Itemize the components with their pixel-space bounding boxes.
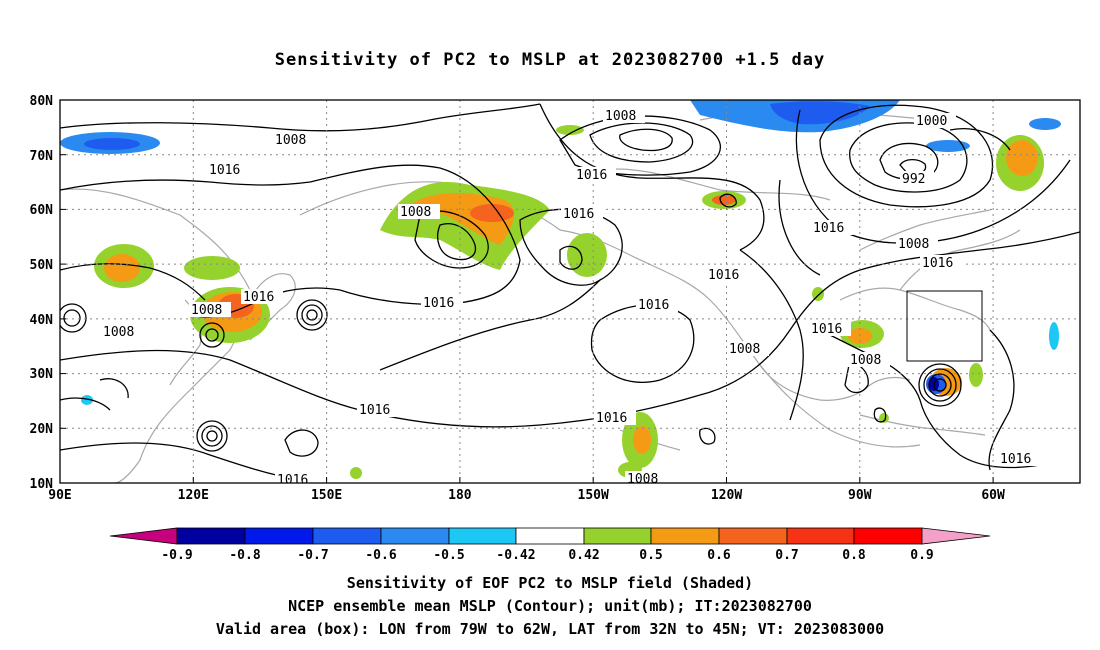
contour-label: 1008 [191,303,222,318]
contour-label: 992 [902,172,925,187]
colorbar-label: 0.9 [910,548,933,563]
colorbar-label: 0.7 [775,548,798,563]
lat-tick-label: 80N [30,94,54,109]
lon-tick-label: 90W [848,488,872,503]
colorbar-swatch [786,527,855,545]
graticule [60,100,1080,483]
contour-label: 1016 [1000,452,1031,467]
lat-tick-label: 50N [30,258,54,273]
contour-label: 1000 [916,114,947,129]
lat-tick-label: 30N [30,367,54,382]
lon-tick-label: 120W [711,488,742,503]
colorbar-label: 0.8 [842,548,866,563]
longitude-labels: 90E 120E 150E 180 150W 120W 90W 60W [48,488,1005,503]
colorbar-arrow-right [921,527,991,545]
lon-tick-label: 180 [448,488,472,503]
colorbar-label: 0.5 [639,548,662,563]
colorbar-swatch [650,527,720,545]
lat-tick-label: 70N [30,149,54,164]
colorbar-label: -0.8 [229,548,260,563]
lat-tick-label: 10N [30,477,54,492]
colorbar-swatch [176,527,246,545]
lat-tick-label: 60N [30,203,54,218]
latitude-labels: 80N 70N 60N 50N 40N 30N 20N 10N [30,94,54,492]
colorbar-label: -0.5 [433,548,464,563]
colorbar-swatch [515,527,585,545]
contour-label: 1016 [922,256,953,271]
footer-line-2: NCEP ensemble mean MSLP (Contour); unit(… [288,597,812,615]
contour-label: 1016 [563,207,594,222]
contour-label: 1008 [605,109,636,124]
contour-label: 1008 [275,133,306,148]
colorbar-swatch [718,527,788,545]
colorbar: -0.9 -0.8 -0.7 -0.6 -0.5 -0.42 0.42 0.5 … [109,527,991,563]
colorbar-label: 0.6 [707,548,731,563]
lon-tick-label: 120E [178,488,209,503]
axis-tick-marks [59,99,994,484]
contour-label: 1016 [359,403,390,418]
contour-label: 1016 [596,411,627,426]
contour-labels: 1008 1016 1008 1008 1016 1008 1016 1016 … [101,108,1040,488]
lon-tick-label: 150E [311,488,342,503]
contour-label: 1016 [638,298,669,313]
colorbar-swatch [244,527,314,545]
chart-title: Sensitivity of PC2 to MSLP at 2023082700… [274,50,826,70]
colorbar-swatch [583,527,652,545]
lon-tick-label: 60W [981,488,1005,503]
contour-label: 1016 [576,168,607,183]
lat-tick-label: 40N [30,313,54,328]
contour-label: 1016 [708,268,739,283]
colorbar-swatch [853,527,923,545]
colorbar-label: -0.42 [496,548,535,563]
contour-label: 1016 [209,163,240,178]
colorbar-label: 0.42 [568,548,599,563]
footer-line-3: Valid area (box): LON from 79W to 62W, L… [215,620,885,638]
lat-tick-label: 20N [30,422,54,437]
contour-label: 1008 [850,353,881,368]
contour-label: 1016 [813,221,844,236]
colorbar-label: -0.7 [297,548,328,563]
colorbar-swatch [380,527,450,545]
colorbar-swatch [448,527,517,545]
contour-label: 1016 [243,290,274,305]
plot-frame [59,99,1081,484]
contour-label: 1008 [400,205,431,220]
colorbar-label: -0.9 [161,548,192,563]
contour-label: 1016 [423,296,454,311]
lon-tick-label: 90E [48,488,71,503]
colorbar-label: -0.6 [365,548,396,563]
lon-tick-label: 150W [578,488,609,503]
contour-label: 1008 [627,472,658,487]
contour-label: 1016 [811,322,842,337]
contour-label: 1008 [898,237,929,252]
colorbar-swatch [312,527,382,545]
valid-area-box [906,290,983,362]
colorbar-arrow-left [109,527,178,545]
contour-label: 1008 [103,325,134,340]
footer-line-1: Sensitivity of EOF PC2 to MSLP field (Sh… [346,574,754,592]
contour-label: 1016 [277,473,308,488]
contour-label: 1008 [729,342,760,357]
